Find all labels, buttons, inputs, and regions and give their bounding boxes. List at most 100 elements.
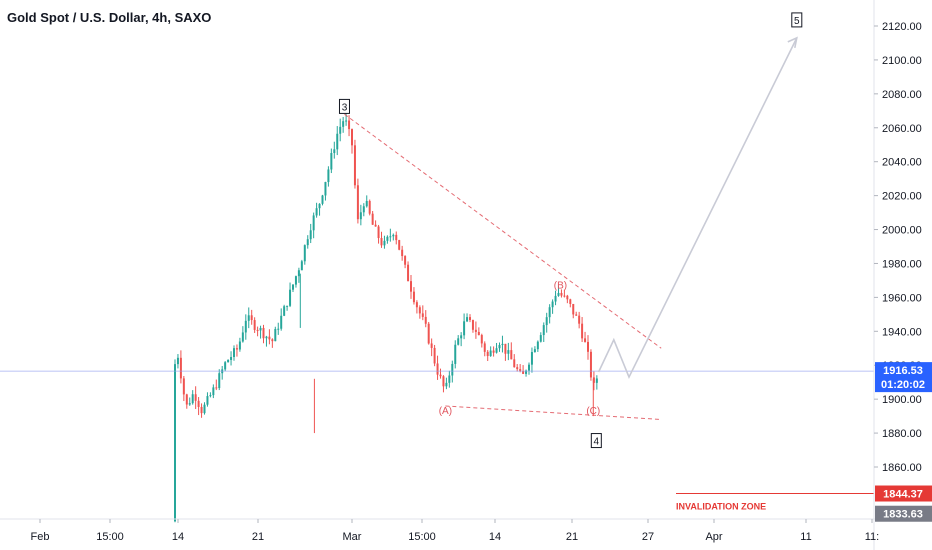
- candle-body: [339, 126, 342, 134]
- candle-body: [480, 335, 483, 344]
- candle-body: [516, 367, 519, 370]
- candle-body: [504, 343, 507, 354]
- candle-body: [451, 363, 454, 376]
- candle-body: [539, 335, 542, 342]
- candle-body: [569, 299, 572, 304]
- y-tick-label: 2000.00: [882, 225, 922, 237]
- wave-label: (C): [586, 406, 600, 417]
- candle-body: [191, 394, 194, 404]
- candle-body: [377, 226, 380, 239]
- candle-body: [368, 200, 371, 214]
- candle-body: [262, 327, 265, 339]
- candle-body: [359, 212, 362, 220]
- candle-body: [560, 292, 563, 296]
- candle-body: [460, 335, 463, 339]
- candle-body: [333, 149, 336, 154]
- wave-label: 4: [594, 437, 600, 448]
- last-price-badge: 1916.53 01:20:02: [875, 362, 932, 393]
- y-tick-label: 2040.00: [882, 157, 922, 169]
- candle-body: [224, 362, 227, 370]
- candle-body: [176, 357, 179, 365]
- candle-body: [507, 350, 510, 354]
- invalidation-label: INVALIDATION ZONE: [676, 502, 766, 512]
- candle-body: [365, 200, 368, 207]
- candle-body: [351, 129, 353, 146]
- candle-body: [268, 336, 271, 340]
- candle-body: [253, 320, 256, 330]
- candle-body: [374, 224, 377, 227]
- candle-body: [380, 238, 383, 246]
- candle-body: [297, 270, 300, 277]
- candle-body: [294, 276, 297, 285]
- candle-body: [513, 359, 516, 368]
- candle-body: [554, 295, 557, 302]
- candle-body: [259, 327, 262, 331]
- annotation-layer: 3 (A) (B) (C) 4 5 INVALIDATION ZONE: [0, 12, 874, 512]
- candle-body: [395, 234, 398, 241]
- x-tick-label: 14: [172, 531, 184, 543]
- candle-body: [250, 315, 253, 321]
- candle-body: [280, 315, 283, 329]
- candle-body: [483, 343, 486, 352]
- candle-body: [454, 344, 457, 364]
- candle-body: [471, 320, 474, 330]
- candle-body: [427, 323, 430, 344]
- candle-body: [592, 377, 595, 383]
- candle-body: [233, 348, 235, 358]
- candle-body: [522, 371, 525, 374]
- low-price-badge-bg: [875, 505, 932, 522]
- candle-body: [530, 352, 533, 365]
- candle-body: [407, 264, 410, 282]
- trendline: [445, 405, 662, 421]
- candle-body: [563, 295, 566, 297]
- candle-body: [510, 350, 513, 360]
- candle-body: [415, 302, 418, 308]
- candle-body: [519, 369, 522, 372]
- wave-label: 3: [342, 102, 348, 113]
- candle-body: [188, 403, 191, 405]
- candle-body: [578, 315, 581, 324]
- candle-body: [286, 305, 289, 307]
- wave-label: (B): [554, 281, 567, 292]
- y-tick-label: 2080.00: [882, 89, 922, 101]
- candle-body: [330, 153, 333, 170]
- candle-body: [589, 351, 592, 378]
- candle-body: [498, 345, 501, 349]
- candle-body: [595, 378, 598, 383]
- last-price-badge-text: 01:20:02: [881, 379, 925, 391]
- y-tick-label: 1900.00: [882, 394, 922, 406]
- x-tick-label: Apr: [705, 531, 722, 543]
- candle-body: [404, 256, 407, 265]
- y-tick-label: 1880.00: [882, 428, 922, 440]
- candle-body: [312, 215, 315, 231]
- invalidation-price-badge: 1844.37: [875, 485, 932, 502]
- candle-body: [174, 364, 176, 522]
- projection-arrowhead: [787, 36, 798, 49]
- y-tick-label: 1960.00: [882, 292, 922, 304]
- candle-body: [492, 350, 495, 353]
- candle-body: [525, 370, 528, 374]
- candle-body: [424, 316, 427, 324]
- candle-body: [572, 303, 575, 315]
- candle-body: [318, 203, 321, 209]
- candle-body: [548, 307, 551, 318]
- wave-label: (A): [439, 406, 452, 417]
- candle-body: [495, 348, 498, 353]
- candle-body: [584, 338, 587, 342]
- candle-body: [442, 376, 445, 387]
- candle-body: [489, 350, 492, 357]
- candle-body: [277, 328, 280, 330]
- candle-body: [215, 387, 218, 389]
- projection-path: [597, 37, 798, 380]
- candle-body: [209, 395, 212, 397]
- candle-body: [421, 313, 424, 317]
- candle-body: [230, 357, 233, 360]
- candle-body: [445, 382, 448, 387]
- candle-body: [466, 317, 469, 322]
- y-tick-label: 2100.00: [882, 55, 922, 67]
- candle-body: [477, 331, 480, 336]
- candle-body: [469, 317, 471, 321]
- candle-body: [315, 208, 318, 216]
